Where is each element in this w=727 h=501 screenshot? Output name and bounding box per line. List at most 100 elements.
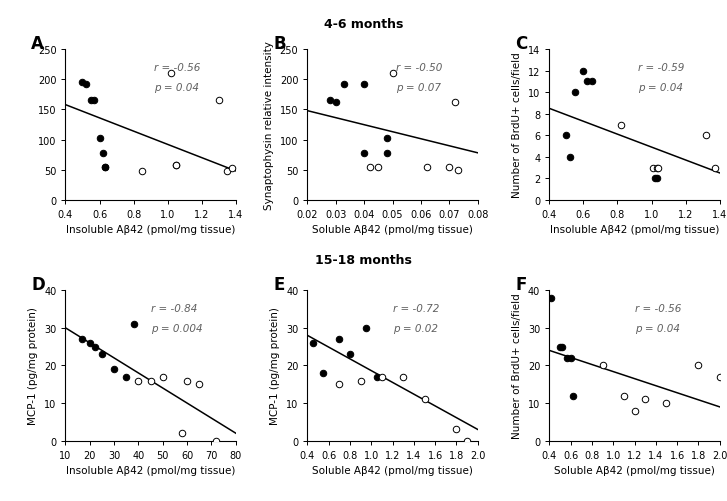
Point xyxy=(334,381,345,389)
Point xyxy=(334,336,345,344)
Point xyxy=(96,350,108,358)
Point xyxy=(372,163,384,171)
Point xyxy=(371,373,382,381)
Point xyxy=(89,97,100,105)
Text: r = -0.50: r = -0.50 xyxy=(396,63,442,73)
Text: p = 0.02: p = 0.02 xyxy=(393,323,438,333)
Point xyxy=(387,70,398,78)
Point xyxy=(358,81,370,89)
Point xyxy=(211,437,222,445)
Text: r = -0.72: r = -0.72 xyxy=(393,304,439,314)
Point xyxy=(629,407,640,415)
Point xyxy=(398,373,409,381)
X-axis label: Insoluble Aβ42 (pmol/mg tissue): Insoluble Aβ42 (pmol/mg tissue) xyxy=(550,225,719,235)
Point xyxy=(170,162,182,170)
Point xyxy=(564,153,576,161)
Point xyxy=(577,68,589,76)
X-axis label: Insoluble Aβ42 (pmol/mg tissue): Insoluble Aβ42 (pmol/mg tissue) xyxy=(66,225,236,235)
Point xyxy=(651,164,662,172)
Point xyxy=(165,70,177,78)
Point xyxy=(661,399,672,407)
Text: r = -0.56: r = -0.56 xyxy=(635,304,681,314)
Text: r = -0.84: r = -0.84 xyxy=(150,304,197,314)
Point xyxy=(649,175,661,183)
Point xyxy=(128,321,140,329)
X-axis label: Soluble Aβ42 (pmol/mg tissue): Soluble Aβ42 (pmol/mg tissue) xyxy=(312,465,473,475)
Point xyxy=(99,163,111,171)
Point xyxy=(181,377,193,385)
Text: r = -0.59: r = -0.59 xyxy=(638,63,684,73)
Point xyxy=(318,369,329,377)
Y-axis label: MCP-1 (pg/mg protein): MCP-1 (pg/mg protein) xyxy=(28,307,39,424)
Point xyxy=(700,132,712,140)
Point xyxy=(170,162,182,170)
Text: E: E xyxy=(273,276,285,294)
Point xyxy=(556,343,568,351)
Text: C: C xyxy=(515,35,528,53)
Point xyxy=(358,149,370,157)
Point xyxy=(85,97,97,105)
Point xyxy=(597,362,608,370)
Point xyxy=(364,163,376,171)
Point xyxy=(651,175,662,183)
Point xyxy=(586,78,598,86)
Point xyxy=(648,164,659,172)
Point xyxy=(653,164,664,172)
Point xyxy=(136,168,148,176)
X-axis label: Insoluble Aβ42 (pmol/mg tissue): Insoluble Aβ42 (pmol/mg tissue) xyxy=(66,465,236,475)
Point xyxy=(421,163,433,171)
X-axis label: Soluble Aβ42 (pmol/mg tissue): Soluble Aβ42 (pmol/mg tissue) xyxy=(554,465,715,475)
Point xyxy=(360,324,371,332)
Point xyxy=(381,134,393,142)
Point xyxy=(84,339,95,347)
Point xyxy=(714,373,726,381)
Point xyxy=(554,343,566,351)
Point xyxy=(449,99,461,107)
Text: 15-18 months: 15-18 months xyxy=(315,253,412,266)
Y-axis label: Number of BrdU+ cells/field: Number of BrdU+ cells/field xyxy=(513,53,523,198)
Point xyxy=(567,392,579,400)
Point xyxy=(307,339,318,347)
Point xyxy=(355,377,366,385)
Y-axis label: Number of BrdU+ cells/field: Number of BrdU+ cells/field xyxy=(513,293,523,438)
Point xyxy=(157,373,169,381)
Point xyxy=(339,80,350,88)
Point xyxy=(177,429,188,437)
Text: p = 0.07: p = 0.07 xyxy=(396,83,441,93)
Point xyxy=(452,166,464,174)
Point xyxy=(121,373,132,381)
Text: p = 0.004: p = 0.004 xyxy=(150,323,202,333)
Point xyxy=(94,134,105,142)
Point xyxy=(693,362,704,370)
Point xyxy=(381,149,393,157)
Point xyxy=(76,79,88,87)
Point xyxy=(222,167,233,175)
Point xyxy=(97,149,109,157)
Point xyxy=(376,373,387,381)
Point xyxy=(451,425,462,433)
Point xyxy=(618,392,630,400)
Point xyxy=(581,78,593,86)
Point xyxy=(76,336,88,344)
Point xyxy=(562,354,574,362)
Point xyxy=(193,381,205,389)
Point xyxy=(132,377,144,385)
Point xyxy=(99,163,111,171)
Point xyxy=(344,350,356,358)
Point xyxy=(324,97,336,105)
Point xyxy=(330,98,342,106)
Text: r = -0.56: r = -0.56 xyxy=(154,63,201,73)
Point xyxy=(213,97,225,105)
Point xyxy=(569,89,581,97)
Text: B: B xyxy=(273,35,286,53)
Point xyxy=(80,81,92,89)
Point xyxy=(227,165,238,173)
Text: D: D xyxy=(31,276,45,294)
Text: 4-6 months: 4-6 months xyxy=(324,18,403,31)
Point xyxy=(546,294,558,302)
Text: F: F xyxy=(515,276,526,294)
Text: p = 0.04: p = 0.04 xyxy=(635,323,680,333)
Text: A: A xyxy=(31,35,44,53)
Y-axis label: MCP-1 (pg/mg protein): MCP-1 (pg/mg protein) xyxy=(270,307,281,424)
Point xyxy=(565,354,577,362)
